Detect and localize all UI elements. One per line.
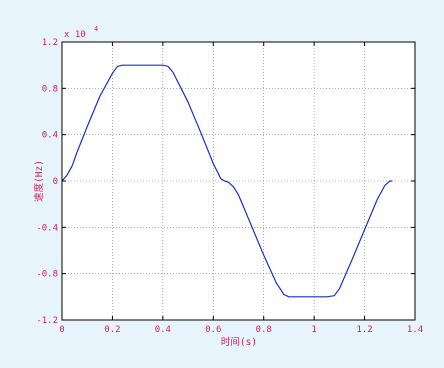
- y-tick-label: 0.8: [42, 84, 58, 94]
- x-tick-label: 1.4: [407, 325, 423, 335]
- y-exponent-label: x 10: [64, 30, 86, 40]
- x-tick-label: 0.4: [155, 325, 171, 335]
- y-tick-label: -0.4: [36, 223, 58, 233]
- x-tick-label: 0: [59, 325, 64, 335]
- x-tick-label: 0.2: [104, 325, 120, 335]
- y-tick-label: 1.2: [42, 38, 58, 48]
- y-axis-label: 速度(Hz): [33, 160, 45, 202]
- series-layer: [61, 64, 393, 298]
- series-line: [61, 64, 393, 298]
- y-tick-label: -0.8: [36, 270, 58, 280]
- y-tick-label: 0.4: [42, 131, 58, 141]
- x-tick-label: 0.8: [256, 325, 272, 335]
- x-axis-label: 时间(s): [221, 336, 257, 348]
- x-tick-label: 1.2: [356, 325, 372, 335]
- x-tick-label: 0.6: [205, 325, 221, 335]
- x-tick-label: 1: [311, 325, 316, 335]
- ticks: 0 0.2 0.4 0.6 0.8 1 1.2 1.4 -1.2 -0.8 -0.4 0 0.4 0.8 1…: [36, 38, 423, 335]
- y-exponent-value: 4: [94, 25, 98, 33]
- y-tick-label: -1.2: [36, 316, 58, 326]
- grid-lines: [62, 42, 415, 320]
- y-tick-label: 0: [53, 177, 58, 187]
